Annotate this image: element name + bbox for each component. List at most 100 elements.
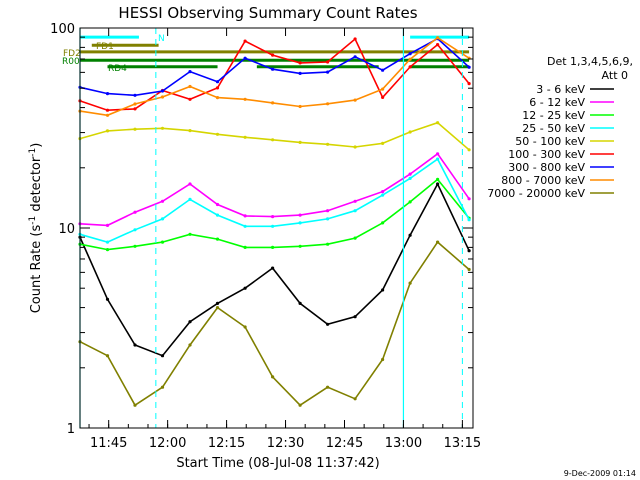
series-point-5-8	[298, 61, 302, 65]
series-point-3-1	[105, 240, 110, 244]
y-tick-label-0: 1	[67, 422, 75, 437]
legend-title-line2: Att 0	[602, 69, 628, 82]
x-axis-label: Start Time (08-Jul-08 11:37:42)	[176, 456, 379, 471]
y-axis-label: Count Rate (s-1 detector-1)	[28, 143, 44, 314]
series-point-0-14	[467, 249, 471, 253]
series-point-1-10	[353, 199, 357, 203]
series-point-7-11	[381, 87, 385, 91]
series-point-1-13	[436, 152, 440, 156]
series-point-0-7	[271, 266, 275, 270]
flag-label-fd1: FD1	[96, 42, 114, 52]
series-point-3-2	[133, 228, 137, 232]
series-point-7-4	[188, 84, 192, 89]
x-tick-label-4: 12:45	[326, 436, 363, 451]
series-point-0-9	[326, 322, 330, 326]
series-point-5-1	[105, 108, 110, 112]
series-point-1-6	[243, 214, 247, 218]
series-point-2-3	[160, 240, 165, 244]
series-point-8-1	[105, 354, 110, 358]
series-point-7-6	[243, 97, 247, 101]
series-point-3-11	[381, 193, 385, 197]
x-tick-label-6: 13:15	[444, 436, 481, 451]
series-point-7-9	[326, 102, 330, 106]
series-point-7-1	[105, 113, 110, 117]
series-point-4-1	[105, 129, 110, 133]
series-point-1-12	[408, 172, 412, 176]
series-point-8-7	[271, 375, 275, 379]
series-point-7-7	[271, 101, 275, 105]
series-point-4-9	[326, 142, 330, 146]
series-point-7-12	[408, 57, 412, 61]
legend-label-6: 300 - 800 keV	[508, 161, 585, 174]
series-point-3-6	[243, 224, 247, 228]
series-point-6-8	[298, 71, 302, 75]
series-point-6-10	[353, 55, 357, 59]
series-point-0-1	[105, 297, 110, 301]
y-axis-label-mid: detector	[29, 156, 44, 216]
series-point-5-11	[381, 95, 385, 99]
series-point-3-13	[436, 157, 440, 161]
series-point-5-4	[188, 97, 192, 101]
series-point-1-11	[381, 190, 385, 194]
series-point-4-2	[133, 127, 137, 131]
series-point-5-5	[215, 86, 220, 90]
series-point-6-6	[243, 56, 247, 60]
series-point-0-13	[436, 182, 440, 186]
legend-label-2: 12 - 25 keV	[522, 109, 585, 122]
series-point-2-8	[298, 244, 302, 248]
series-point-8-2	[133, 403, 137, 407]
series-point-0-5	[215, 301, 220, 305]
series-point-0-11	[381, 288, 385, 292]
series-point-6-9	[326, 70, 330, 74]
series-point-2-12	[408, 200, 412, 204]
series-point-0-6	[243, 286, 247, 290]
series-point-5-7	[271, 53, 275, 57]
series-point-1-4	[188, 182, 192, 186]
series-point-6-14	[467, 65, 471, 69]
series-point-0-2	[133, 343, 137, 347]
series-line-2	[79, 178, 470, 251]
series-point-1-1	[105, 223, 110, 227]
series-point-6-5	[215, 80, 220, 84]
series-point-2-4	[188, 232, 192, 236]
series-point-2-13	[436, 177, 440, 181]
series-point-4-14	[467, 148, 471, 152]
legend-label-7: 800 - 7000 keV	[501, 174, 585, 187]
legend-label-5: 100 - 300 keV	[508, 148, 585, 161]
x-tick-label-5: 13:00	[385, 436, 422, 451]
legend-label-4: 50 - 100 keV	[515, 135, 585, 148]
legend-title-line1: Det 1,3,4,5,6,9,	[547, 55, 633, 68]
flag-label-r00: R00	[62, 57, 80, 67]
series-line-8	[79, 240, 470, 407]
series-point-8-9	[326, 385, 330, 389]
series-point-6-12	[408, 52, 412, 56]
series-point-4-8	[298, 140, 302, 144]
y-axis-ticks: 1 10 100	[50, 22, 473, 437]
series-point-3-9	[326, 217, 330, 221]
series-point-3-12	[408, 176, 412, 180]
series-point-8-12	[408, 281, 412, 285]
series-point-7-5	[215, 96, 220, 100]
series-point-5-13	[436, 43, 440, 47]
series-point-4-5	[215, 132, 220, 136]
series-point-0-4	[188, 320, 192, 324]
footer-timestamp: 9-Dec-2009 01:14	[564, 469, 636, 478]
series-point-0-10	[353, 315, 357, 319]
x-axis-ticks: 11:45 12:00 12:15 12:30 12:45 13:00 13:15	[88, 28, 481, 451]
series-point-8-13	[436, 240, 440, 244]
legend-label-1: 6 - 12 keV	[529, 96, 585, 109]
y-axis-label-sup1: -1	[28, 216, 38, 225]
series-point-2-9	[326, 242, 330, 246]
series-point-6-3	[160, 89, 165, 93]
series-point-2-5	[215, 237, 220, 241]
series-point-0-8	[298, 301, 302, 305]
series-line-7	[79, 36, 470, 117]
series-point-2-1	[105, 248, 110, 252]
series-point-4-11	[381, 141, 385, 145]
saa-lines-layer	[79, 28, 463, 428]
series-point-8-6	[243, 325, 247, 329]
flag-label-rd4: RD4	[108, 64, 127, 74]
